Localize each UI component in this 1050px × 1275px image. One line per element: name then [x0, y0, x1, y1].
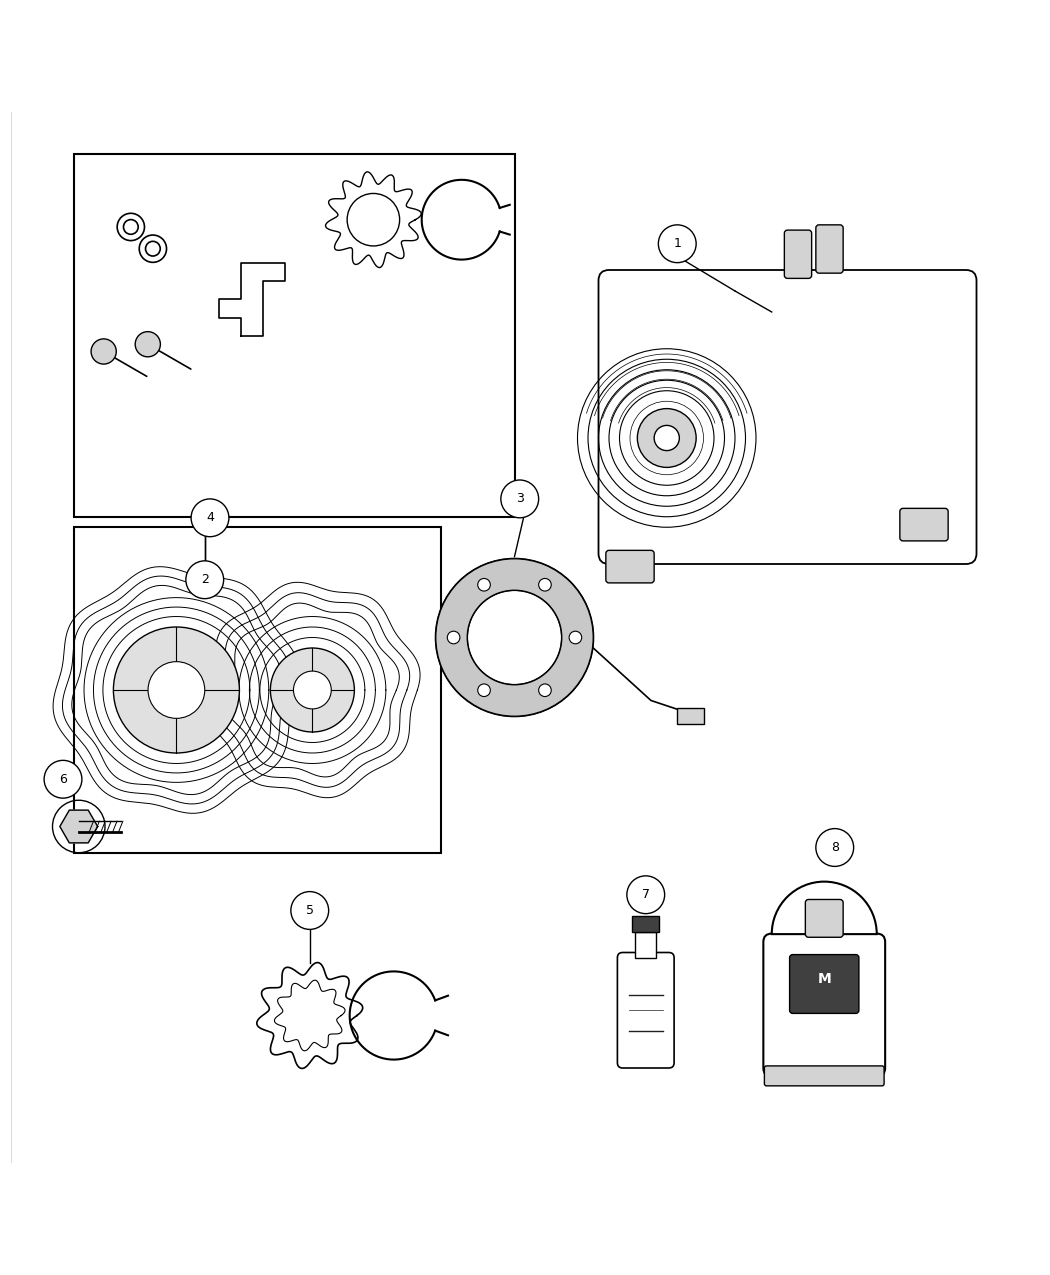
Circle shape	[436, 558, 593, 717]
Bar	[635, 932, 656, 958]
Text: 2: 2	[201, 574, 209, 586]
FancyBboxPatch shape	[900, 509, 948, 541]
Circle shape	[148, 662, 205, 718]
Circle shape	[291, 891, 329, 929]
Circle shape	[91, 339, 117, 365]
FancyBboxPatch shape	[606, 551, 654, 583]
Circle shape	[294, 671, 332, 709]
Text: 6: 6	[59, 773, 67, 785]
Circle shape	[135, 332, 161, 357]
Wedge shape	[436, 558, 593, 717]
Wedge shape	[772, 881, 877, 935]
FancyBboxPatch shape	[790, 955, 859, 1014]
Circle shape	[637, 408, 696, 468]
Circle shape	[658, 224, 696, 263]
Circle shape	[539, 683, 551, 696]
Circle shape	[191, 499, 229, 537]
FancyBboxPatch shape	[805, 899, 843, 937]
Circle shape	[447, 631, 460, 644]
Bar	[74, 154, 514, 516]
Circle shape	[271, 648, 355, 732]
Text: 1: 1	[673, 237, 681, 250]
Circle shape	[44, 760, 82, 798]
FancyBboxPatch shape	[617, 952, 674, 1068]
Circle shape	[478, 579, 490, 592]
Circle shape	[186, 561, 224, 599]
Bar	[677, 708, 704, 724]
Circle shape	[539, 579, 551, 592]
Bar	[74, 528, 441, 853]
Circle shape	[478, 683, 490, 696]
FancyBboxPatch shape	[764, 1066, 884, 1086]
Circle shape	[816, 829, 854, 867]
Circle shape	[654, 426, 679, 450]
Circle shape	[113, 627, 239, 754]
Text: 4: 4	[206, 511, 214, 524]
Circle shape	[501, 479, 539, 518]
Text: 3: 3	[516, 492, 524, 505]
Text: 7: 7	[642, 889, 650, 901]
FancyBboxPatch shape	[763, 933, 885, 1076]
Circle shape	[627, 876, 665, 914]
FancyBboxPatch shape	[816, 224, 843, 273]
Circle shape	[569, 631, 582, 644]
Text: 8: 8	[831, 842, 839, 854]
FancyBboxPatch shape	[598, 270, 977, 564]
Polygon shape	[60, 810, 98, 843]
Text: M: M	[817, 972, 832, 986]
Bar	[632, 915, 659, 932]
Text: 5: 5	[306, 904, 314, 917]
FancyBboxPatch shape	[784, 230, 812, 278]
